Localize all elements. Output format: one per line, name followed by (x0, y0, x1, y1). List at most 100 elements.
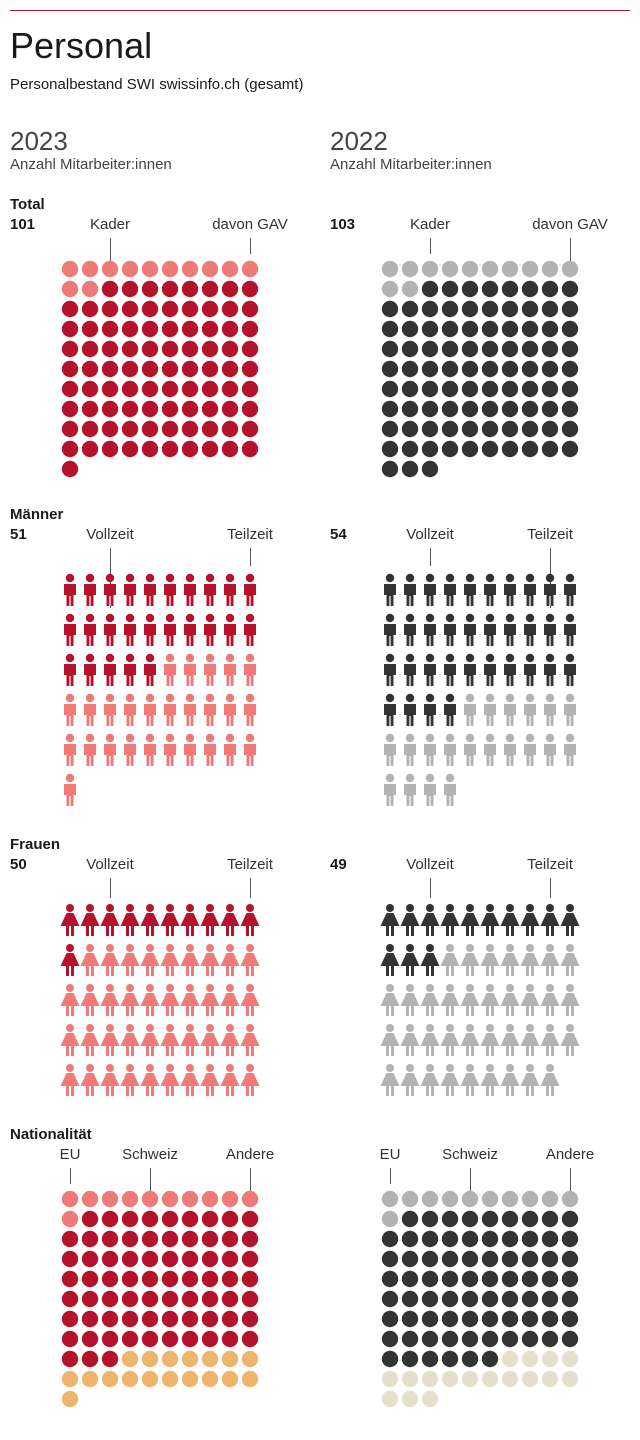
waffle-unit-teilzeit (440, 944, 460, 976)
year-2022-heading: 2022 (330, 126, 388, 156)
waffle-unit-schweiz (521, 1210, 539, 1228)
waffle-unit-andere (421, 1370, 439, 1388)
waffle-unit-gav (461, 340, 479, 358)
waffle-unit-schweiz (241, 1310, 259, 1328)
waffle-unit-gav (381, 460, 399, 478)
waffle-unit-vollzeit (524, 613, 536, 646)
waffle-unit-schweiz (521, 1310, 539, 1328)
count-maenner-2022: 54 (330, 526, 347, 543)
waffle-unit-schweiz (381, 1310, 399, 1328)
waffle-unit-teilzeit (420, 1064, 440, 1096)
waffle-unit-gav (101, 280, 119, 298)
waffle-unit-schweiz (61, 1250, 79, 1268)
waffle-unit-teilzeit (64, 733, 76, 766)
waffle-unit-schweiz (501, 1230, 519, 1248)
waffle-unit-teilzeit (204, 733, 216, 766)
waffle-unit-kader (401, 280, 419, 298)
waffle-unit-andere (141, 1370, 159, 1388)
waffle-unit-gav (541, 380, 559, 398)
waffle-unit-kader (81, 280, 99, 298)
waffle-unit-gav (501, 280, 519, 298)
waffle-unit-gav (141, 400, 159, 418)
waffle-unit-gav (81, 340, 99, 358)
waffle-unit-andere (501, 1350, 519, 1368)
waffle-unit-andere (381, 1390, 399, 1408)
waffle-unit-teilzeit (80, 1064, 100, 1096)
waffle-unit-gav (441, 380, 459, 398)
waffle-unit-gav (501, 380, 519, 398)
label-eu-2022: EU (379, 1146, 401, 1163)
waffle-unit-gav (421, 360, 439, 378)
waffle-unit-andere (141, 1350, 159, 1368)
waffle-unit-andere (381, 1370, 399, 1388)
waffle-unit-schweiz (501, 1330, 519, 1348)
waffle-unit-gav (121, 320, 139, 338)
waffle-unit-vollzeit (380, 904, 400, 936)
waffle-unit-gav (401, 380, 419, 398)
waffle-unit-gav (441, 360, 459, 378)
waffle-unit-teilzeit (544, 733, 556, 766)
waffle-unit-gav (121, 400, 139, 418)
waffle-unit-vollzeit (144, 653, 156, 686)
label-vollzeit-f-2023: Vollzeit (86, 856, 134, 873)
waffle-unit-schweiz (441, 1230, 459, 1248)
waffle-unit-gav (521, 280, 539, 298)
waffle-unit-schweiz (81, 1230, 99, 1248)
waffle-unit-kader (421, 260, 439, 278)
waffle-unit-schweiz (241, 1330, 259, 1348)
waffle-unit-teilzeit (380, 984, 400, 1016)
waffle-unit-kader (521, 260, 539, 278)
label-eu-2023: EU (59, 1146, 81, 1163)
waffle-unit-gav (521, 440, 539, 458)
waffle-unit-gav (161, 440, 179, 458)
waffle-unit-gav (241, 320, 259, 338)
waffle-unit-andere (541, 1350, 559, 1368)
waffle-unit-schweiz (241, 1230, 259, 1248)
waffle-unit-teilzeit (504, 733, 516, 766)
count-frauen-2022: 49 (330, 856, 347, 873)
waffle-unit-vollzeit (560, 904, 580, 936)
waffle-unit-vollzeit (104, 573, 116, 606)
waffle-unit-kader (201, 260, 219, 278)
waffle-unit-schweiz (121, 1230, 139, 1248)
waffle-unit-vollzeit (424, 573, 436, 606)
waffle-unit-gav (481, 440, 499, 458)
waffle-unit-vollzeit (404, 693, 416, 726)
waffle-unit-gav (501, 340, 519, 358)
waffle-unit-gav (141, 380, 159, 398)
waffle-unit-gav (521, 300, 539, 318)
waffle-unit-eu (61, 1190, 79, 1208)
waffle-unit-andere (441, 1370, 459, 1388)
waffle-unit-vollzeit (224, 613, 236, 646)
waffle-unit-teilzeit (224, 693, 236, 726)
waffle-unit-gav (421, 460, 439, 478)
waffle-unit-vollzeit (544, 653, 556, 686)
leader-line (430, 238, 431, 254)
waffle-unit-teilzeit (440, 1064, 460, 1096)
waffle-unit-teilzeit (80, 1024, 100, 1056)
waffle-unit-schweiz (81, 1330, 99, 1348)
waffle-unit-vollzeit (484, 573, 496, 606)
waffle-unit-gav (161, 380, 179, 398)
waffle-unit-gav (421, 380, 439, 398)
waffle-unit-schweiz (181, 1230, 199, 1248)
waffle-unit-teilzeit (480, 944, 500, 976)
waffle-unit-kader (441, 260, 459, 278)
waffle-unit-teilzeit (220, 944, 240, 976)
label-gav-2023: davon GAV (212, 216, 288, 233)
waffle-unit-teilzeit (140, 944, 160, 976)
waffle-unit-eu (141, 1190, 159, 1208)
waffle-unit-gav (181, 320, 199, 338)
waffle-unit-teilzeit (400, 1024, 420, 1056)
waffle-unit-vollzeit (184, 613, 196, 646)
waffle-unit-schweiz (221, 1250, 239, 1268)
waffle-unit-gav (441, 300, 459, 318)
waffle-unit-vollzeit (184, 573, 196, 606)
waffle-unit-vollzeit (64, 613, 76, 646)
waffle-unit-gav (221, 360, 239, 378)
waffle-unit-gav (61, 440, 79, 458)
waffle-unit-vollzeit (104, 613, 116, 646)
waffle-unit-teilzeit (80, 984, 100, 1016)
year-2022-subheading: Anzahl Mitarbeiter:innen (330, 156, 492, 173)
waffle-unit-teilzeit (240, 1024, 260, 1056)
